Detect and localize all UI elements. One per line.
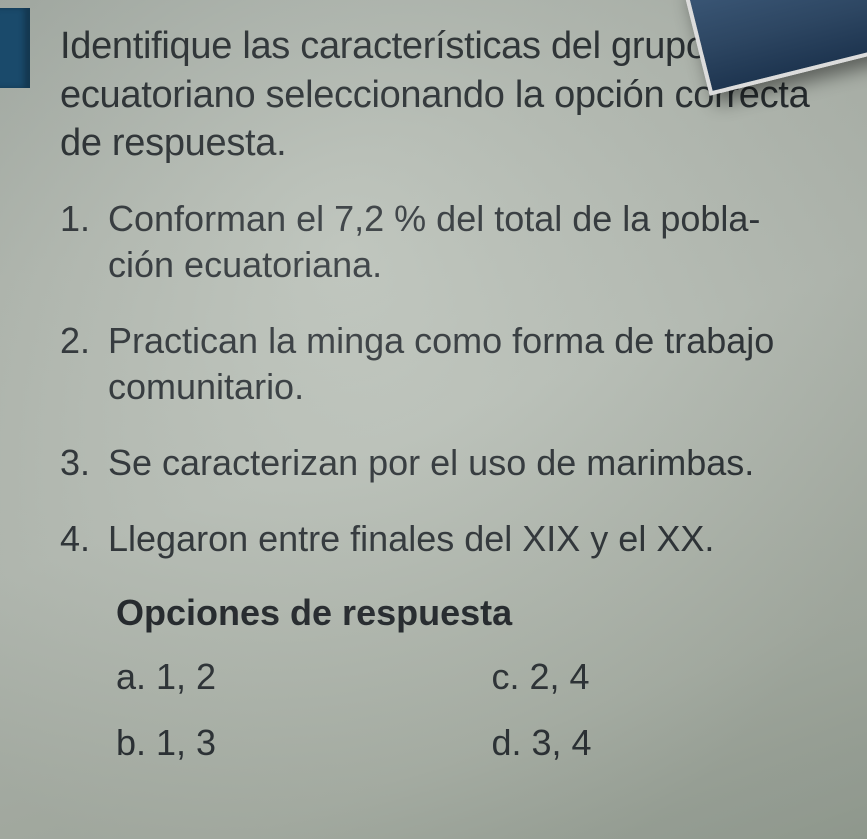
statement-1: 1. Conforman el 7,2 % del total de la po… bbox=[60, 196, 827, 288]
statement-line: ción ecuatoriana. bbox=[108, 244, 382, 285]
option-text: 1, 2 bbox=[156, 656, 216, 698]
option-letter: d. bbox=[492, 722, 522, 764]
statement-2: 2. Practican la minga como forma de trab… bbox=[60, 318, 827, 410]
statement-line: comunitario. bbox=[108, 366, 304, 407]
option-c[interactable]: c. 2, 4 bbox=[492, 656, 828, 698]
statement-number: 3. bbox=[60, 440, 108, 486]
stem-line: de respuesta. bbox=[60, 122, 286, 164]
options-heading: Opciones de respuesta bbox=[116, 592, 827, 634]
option-d[interactable]: d. 3, 4 bbox=[492, 722, 828, 764]
statement-text: Conforman el 7,2 % del total de la pobla… bbox=[108, 196, 827, 288]
question-marker bbox=[0, 8, 30, 88]
statement-4: 4. Llegaron entre finales del XIX y el X… bbox=[60, 516, 827, 562]
option-letter: a. bbox=[116, 656, 146, 698]
stem-line: ecuatoriano seleccionando la opción corr… bbox=[60, 74, 809, 116]
statement-line: Practican la minga como forma de trabajo bbox=[108, 320, 774, 361]
statement-line: Llegaron entre finales del XIX y el XX. bbox=[108, 518, 714, 559]
statement-text: Se caracterizan por el uso de marimbas. bbox=[108, 440, 827, 486]
option-b[interactable]: b. 1, 3 bbox=[116, 722, 452, 764]
options-grid: a. 1, 2 c. 2, 4 b. 1, 3 d. 3, 4 bbox=[116, 656, 827, 764]
option-text: 1, 3 bbox=[156, 722, 216, 764]
statement-3: 3. Se caracterizan por el uso de marimba… bbox=[60, 440, 827, 486]
statement-text: Llegaron entre finales del XIX y el XX. bbox=[108, 516, 827, 562]
option-text: 2, 4 bbox=[530, 656, 590, 698]
option-letter: b. bbox=[116, 722, 146, 764]
statement-line: Conforman el 7,2 % del total de la pobla… bbox=[108, 198, 760, 239]
stem-line: Identifique las características del grup… bbox=[60, 25, 794, 67]
statement-number: 1. bbox=[60, 196, 108, 288]
statement-text: Practican la minga como forma de trabajo… bbox=[108, 318, 827, 410]
statement-number: 2. bbox=[60, 318, 108, 410]
statement-number: 4. bbox=[60, 516, 108, 562]
option-letter: c. bbox=[492, 656, 520, 698]
option-a[interactable]: a. 1, 2 bbox=[116, 656, 452, 698]
option-text: 3, 4 bbox=[532, 722, 592, 764]
statement-line: Se caracterizan por el uso de marimbas. bbox=[108, 442, 754, 483]
